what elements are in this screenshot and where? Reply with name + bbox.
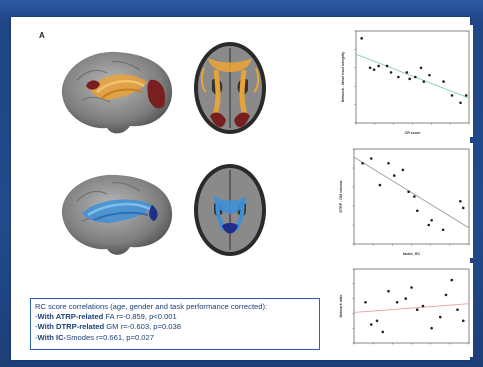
data-point [387, 289, 390, 293]
data-point [444, 293, 448, 297]
data-point [464, 94, 468, 97]
data-point [438, 315, 442, 319]
caption-line-4-prefix: - [35, 332, 38, 342]
plot-background [338, 25, 473, 137]
scatter-plot-1: Network - Mean tract integrity CR score [338, 25, 473, 137]
data-point [461, 319, 465, 323]
data-point [408, 77, 411, 81]
caption-line-2-bold: With ATRP-related [37, 312, 104, 322]
caption-line-2-rest: FA r=-0.859, p<0.001 [103, 312, 177, 322]
fit-line [353, 156, 470, 229]
data-point [387, 161, 390, 165]
plot-background [336, 263, 473, 357]
caption-line-2: -With ATRP-related FA r=-0.859, p<0.001 [35, 312, 315, 322]
data-point [430, 326, 433, 330]
data-point [430, 218, 433, 222]
data-point [378, 183, 382, 187]
caption-line-4-bold: With IC- [37, 332, 67, 342]
data-point [369, 157, 373, 160]
data-point [405, 71, 409, 74]
data-point [415, 209, 419, 213]
data-point [385, 64, 389, 68]
data-point [392, 174, 396, 177]
data-point [360, 37, 363, 40]
data-point [364, 301, 367, 304]
data-point [389, 71, 393, 74]
data-point [450, 94, 454, 97]
caption-line-4: -With IC-Smodes r=0.661, p=0.027 [35, 333, 315, 343]
x-axis-label: factor_RC [403, 252, 421, 256]
caption-line-3-rest: GM r=-0.603, p=0.038 [104, 322, 181, 332]
data-point [441, 228, 445, 232]
data-point [459, 101, 462, 105]
caption-line-3-prefix: - [35, 322, 38, 332]
data-point [404, 297, 408, 300]
data-point [397, 75, 400, 79]
y-axis-label: DTRP - GM volume [339, 180, 343, 212]
plot-background [336, 143, 473, 258]
data-point [422, 80, 426, 83]
caption-line-4-rest: Smodes r=0.661, p=0.027 [66, 332, 154, 342]
data-point [407, 190, 410, 194]
data-point [428, 73, 431, 77]
data-point [442, 80, 445, 83]
caption-line-3: -With DTRP-related GM r=-0.603, p=0.038 [35, 322, 315, 332]
fit-line [355, 53, 470, 99]
caption-line-2-prefix: - [35, 312, 38, 322]
brain-sagittal-orange [61, 51, 173, 134]
data-point [369, 323, 373, 326]
brain-sagittal-blue [61, 174, 173, 255]
data-point [427, 223, 431, 227]
scatter-plot-3: Network ratio [336, 263, 473, 357]
data-point [421, 304, 425, 308]
scatter-plot-2: DTRP - GM volume factor_RC [336, 143, 473, 258]
slide-top-band [0, 0, 483, 22]
data-point [381, 330, 385, 334]
data-point [413, 195, 416, 198]
data-point [372, 68, 376, 71]
caption-line-3-bold: With DTRP-related [37, 322, 105, 332]
data-point [377, 64, 380, 68]
data-point [461, 206, 465, 210]
data-point [410, 286, 413, 289]
y-axis-label: Network - Mean tract integrity [341, 52, 345, 103]
brain-axial-blue [190, 160, 270, 260]
data-point [419, 66, 423, 70]
data-point [401, 168, 405, 172]
y-axis-label: Network ratio [339, 294, 343, 318]
panel-label: A [39, 31, 45, 40]
data-point [450, 278, 454, 282]
correlation-caption: RC score correlations (age, gender and t… [30, 298, 320, 350]
data-point [459, 199, 462, 203]
data-point [368, 66, 372, 70]
brain-axial-orange [190, 38, 270, 138]
data-point [415, 308, 419, 311]
data-point [375, 319, 379, 323]
data-point [414, 75, 417, 79]
x-axis-label: CR score [405, 131, 421, 135]
data-point [456, 308, 459, 311]
caption-line-1: RC score correlations (age, gender and t… [35, 302, 268, 311]
data-point [361, 161, 364, 165]
fit-line [353, 303, 470, 313]
data-point [395, 301, 399, 304]
